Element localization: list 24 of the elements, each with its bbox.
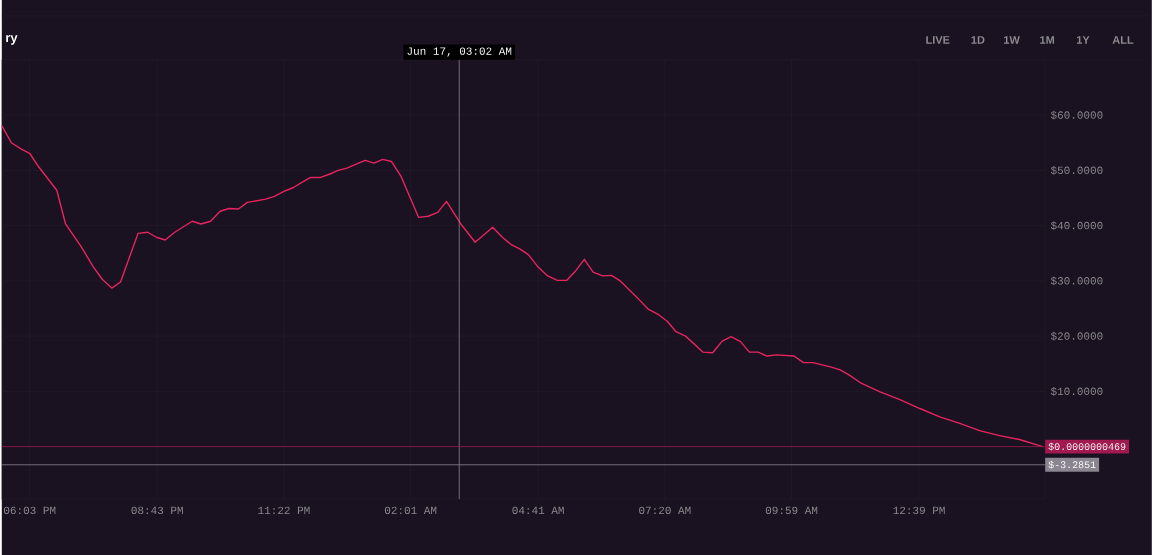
text: 1W bbox=[1004, 36, 1020, 44]
x-tick-label: 09:59 AM bbox=[765, 506, 818, 515]
x-tick-label: 08:43 PM bbox=[131, 506, 183, 515]
x-tick-label: 02:01 AM bbox=[384, 506, 437, 515]
ref-line-label: Jun 17, 03:02 AM bbox=[407, 47, 512, 57]
ref-line-label: $0.0000000469 bbox=[1048, 442, 1126, 451]
y-tick-label: $50.0000 bbox=[1050, 166, 1103, 175]
text: LIVE bbox=[926, 36, 950, 44]
x-tick-label: 07:20 AM bbox=[639, 506, 691, 515]
y-tick-label: $30.0000 bbox=[1050, 276, 1103, 286]
y-tick-label: $20.0000 bbox=[1050, 331, 1103, 341]
x-tick-label: 11:22 PM bbox=[258, 506, 310, 514]
y-tick-label: $60.0000 bbox=[1050, 110, 1103, 120]
text: 1D bbox=[971, 36, 985, 44]
x-tick-label: 12:39 PM bbox=[893, 506, 945, 515]
x-tick-label: 04:41 AM bbox=[512, 506, 564, 515]
y-tick-label: $10.0000 bbox=[1050, 387, 1103, 396]
text: 1M bbox=[1040, 36, 1055, 44]
chart-title: ry bbox=[6, 35, 18, 45]
x-tick-label: 06:03 PM bbox=[3, 506, 56, 515]
ref-line-label: $-3.2851 bbox=[1048, 460, 1096, 469]
text: 1Y bbox=[1076, 36, 1090, 44]
y-tick-label: $40.0000 bbox=[1050, 221, 1103, 230]
text: ALL bbox=[1112, 36, 1134, 44]
